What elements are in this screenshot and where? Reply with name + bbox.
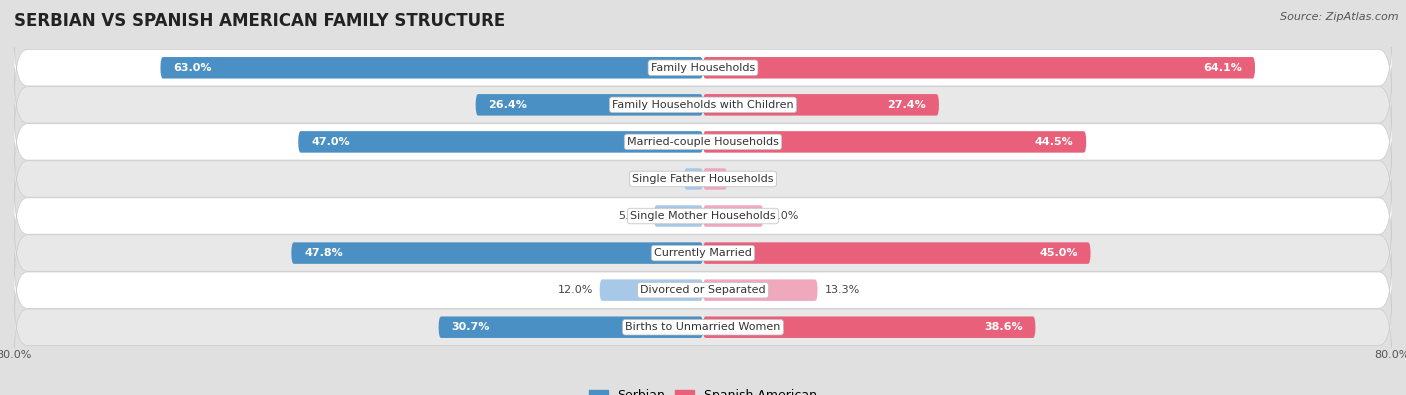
FancyBboxPatch shape (703, 57, 1256, 79)
Text: 26.4%: 26.4% (488, 100, 527, 110)
FancyBboxPatch shape (599, 279, 703, 301)
Text: Single Mother Households: Single Mother Households (630, 211, 776, 221)
FancyBboxPatch shape (439, 316, 703, 338)
Text: 12.0%: 12.0% (557, 285, 593, 295)
FancyBboxPatch shape (14, 179, 1392, 254)
FancyBboxPatch shape (14, 68, 1392, 142)
FancyBboxPatch shape (298, 131, 703, 152)
FancyBboxPatch shape (475, 94, 703, 116)
FancyBboxPatch shape (14, 30, 1392, 105)
FancyBboxPatch shape (703, 279, 817, 301)
Text: 2.8%: 2.8% (734, 174, 762, 184)
Text: Source: ZipAtlas.com: Source: ZipAtlas.com (1281, 12, 1399, 22)
Legend: Serbian, Spanish American: Serbian, Spanish American (583, 384, 823, 395)
FancyBboxPatch shape (703, 243, 1091, 264)
Text: Family Households with Children: Family Households with Children (612, 100, 794, 110)
Text: Births to Unmarried Women: Births to Unmarried Women (626, 322, 780, 332)
Text: 47.8%: 47.8% (304, 248, 343, 258)
Text: 64.1%: 64.1% (1204, 63, 1241, 73)
FancyBboxPatch shape (685, 168, 703, 190)
FancyBboxPatch shape (14, 253, 1392, 327)
FancyBboxPatch shape (14, 104, 1392, 179)
Text: 45.0%: 45.0% (1039, 248, 1077, 258)
Text: Married-couple Households: Married-couple Households (627, 137, 779, 147)
Text: 7.0%: 7.0% (770, 211, 799, 221)
FancyBboxPatch shape (703, 316, 1035, 338)
Text: 13.3%: 13.3% (824, 285, 859, 295)
Text: Family Households: Family Households (651, 63, 755, 73)
Text: SERBIAN VS SPANISH AMERICAN FAMILY STRUCTURE: SERBIAN VS SPANISH AMERICAN FAMILY STRUC… (14, 12, 505, 30)
FancyBboxPatch shape (160, 57, 703, 79)
Text: 30.7%: 30.7% (451, 322, 489, 332)
Text: Divorced or Separated: Divorced or Separated (640, 285, 766, 295)
FancyBboxPatch shape (703, 131, 1087, 152)
FancyBboxPatch shape (703, 94, 939, 116)
FancyBboxPatch shape (703, 168, 727, 190)
FancyBboxPatch shape (14, 290, 1392, 365)
Text: 47.0%: 47.0% (311, 137, 350, 147)
Text: 63.0%: 63.0% (173, 63, 212, 73)
FancyBboxPatch shape (654, 205, 703, 227)
Text: 27.4%: 27.4% (887, 100, 927, 110)
FancyBboxPatch shape (291, 243, 703, 264)
Text: 2.2%: 2.2% (648, 174, 678, 184)
Text: 5.7%: 5.7% (619, 211, 647, 221)
FancyBboxPatch shape (14, 216, 1392, 291)
FancyBboxPatch shape (14, 141, 1392, 216)
Text: Currently Married: Currently Married (654, 248, 752, 258)
FancyBboxPatch shape (703, 205, 763, 227)
Text: 38.6%: 38.6% (984, 322, 1022, 332)
Text: Single Father Households: Single Father Households (633, 174, 773, 184)
Text: 44.5%: 44.5% (1035, 137, 1073, 147)
